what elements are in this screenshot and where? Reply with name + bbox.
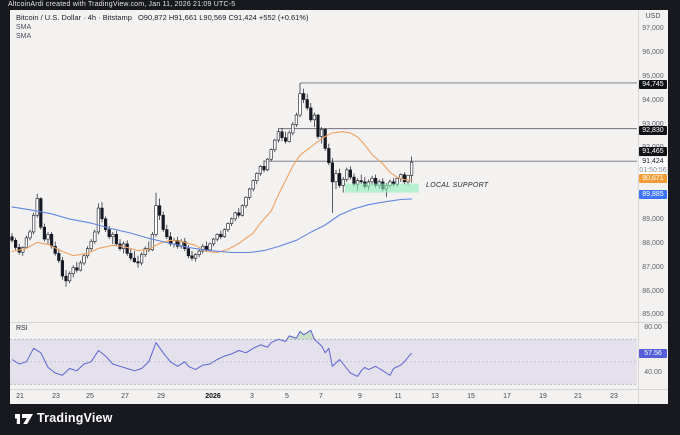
level-price-badge-91465: 91,465 — [639, 147, 667, 156]
rsi-pane-separator[interactable] — [10, 322, 668, 323]
symbol-title: Bitcoin / U.S. Dollar · 4h · Bitstamp — [16, 13, 132, 22]
current-price-badge: 91,424 01:50:56 — [639, 156, 667, 175]
price-axis-currency-label: USD — [645, 13, 661, 20]
rsi-pane-label[interactable]: RSI — [16, 325, 28, 332]
time-axis-separator — [10, 389, 668, 390]
sma-slow-price-badge: 89,885 — [639, 190, 667, 199]
rsi-value-badge: 57.56 — [639, 349, 667, 358]
local-support-annotation[interactable]: LOCAL SUPPORT — [426, 182, 489, 189]
level-price-badge-92830: 92,830 — [639, 125, 667, 135]
tradingview-brand-text[interactable]: TradingView — [37, 411, 113, 425]
tradingview-logo-icon[interactable] — [15, 410, 35, 428]
ohlc-values: O90,872 H91,661 L90,569 C91,424 +552 (+0… — [137, 13, 309, 22]
attribution-text: AltcoinArdi created with TradingView.com… — [8, 1, 236, 8]
bar-countdown: 01:50:56 — [639, 166, 667, 174]
symbol-legend[interactable]: Bitcoin / U.S. Dollar · 4h · Bitstamp O9… — [16, 13, 309, 22]
chart-pane-background[interactable] — [10, 10, 668, 404]
level-price-badge-94745: 94,745 — [639, 80, 667, 89]
current-price-value: 91,424 — [642, 157, 664, 165]
axis-separator — [638, 10, 639, 404]
indicator-row-sma-1[interactable]: SMA — [16, 23, 32, 31]
sma-fast-price-badge: 90,671 — [639, 173, 667, 183]
indicator-row-sma-2[interactable]: SMA — [16, 32, 32, 40]
